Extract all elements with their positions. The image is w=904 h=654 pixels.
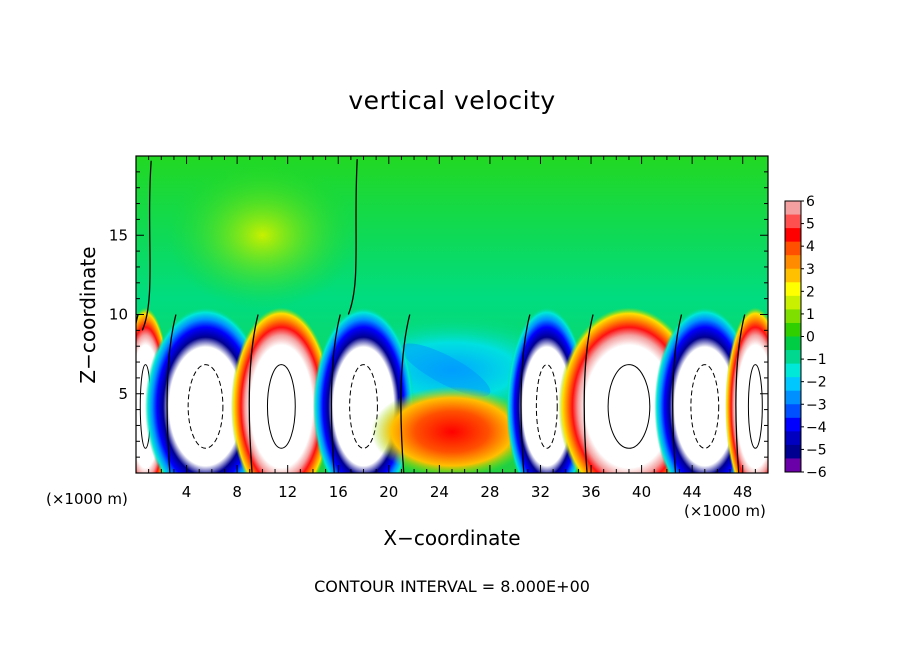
cell-contour-1 — [187, 364, 224, 449]
colorbar-tick-label: −2 — [806, 375, 827, 391]
colorbar-band — [785, 363, 801, 378]
zero-contour-8 — [735, 314, 746, 473]
zero-contour-6 — [583, 314, 594, 473]
x-tick-label: 36 — [581, 483, 600, 501]
colorbar-band — [785, 404, 801, 419]
colorbar-band — [785, 417, 801, 432]
colorbar-band — [785, 309, 801, 324]
zero-contour-upper-mid — [347, 159, 358, 315]
colorbar-tick-label: 6 — [806, 194, 815, 210]
cell-contour-5 — [535, 364, 558, 449]
cell-contour-6 — [607, 364, 651, 449]
colorbar-tick-label: −5 — [806, 442, 827, 458]
colorbar-tick-label: 5 — [806, 217, 815, 233]
zero-contour-7 — [671, 314, 683, 473]
colorbar-tick-label: 4 — [806, 239, 815, 255]
colorbar-band — [785, 268, 801, 283]
colorbar-tick-label: 1 — [806, 307, 815, 323]
colorbar-band — [785, 458, 801, 473]
zero-contour-upper-left — [141, 160, 152, 331]
x-tick-label: 12 — [278, 483, 297, 501]
zero-contour-5 — [520, 314, 531, 473]
cell-2 — [230, 307, 332, 473]
x-tick-label: 16 — [329, 483, 348, 501]
y-axis-label: Z−coordinate — [76, 246, 100, 384]
colorbar-tick-label: −1 — [806, 352, 827, 368]
x-unit-left: (×1000 m) — [46, 490, 128, 508]
colorbar-band — [785, 214, 801, 229]
colorbar-band — [785, 336, 801, 351]
colorbar-band — [785, 255, 801, 270]
cell-8 — [725, 307, 768, 473]
y-tick-label: 15 — [109, 226, 128, 244]
zero-contour-3 — [330, 314, 341, 473]
x-tick-label: 40 — [632, 483, 651, 501]
x-axis-label: X−coordinate — [383, 526, 521, 550]
contour-interval-note: CONTOUR INTERVAL = 8.000E+00 — [314, 577, 590, 596]
colorbar-band — [785, 431, 801, 446]
x-tick-label: 4 — [182, 483, 192, 501]
colorbar-band — [785, 241, 801, 256]
cell-contour-3 — [349, 364, 378, 449]
x-tick-label: 44 — [683, 483, 702, 501]
colorbar-tick-label: −4 — [806, 420, 827, 436]
chart-title: vertical velocity — [348, 86, 556, 115]
y-tick-label: 5 — [118, 385, 128, 403]
cell-4 — [371, 386, 533, 473]
x-tick-label: 28 — [480, 483, 499, 501]
field-weak-updraft — [167, 160, 358, 311]
zero-contour-1 — [166, 314, 177, 473]
y-tick-label: 10 — [109, 306, 128, 324]
x-tick-label: 20 — [379, 483, 398, 501]
colorbar-band — [785, 228, 801, 243]
colorbar-band — [785, 295, 801, 310]
x-unit-right: (×1000 m) — [684, 502, 766, 520]
x-tick-label: 32 — [531, 483, 550, 501]
x-tick-label: 48 — [733, 483, 752, 501]
colorbar-band — [785, 201, 801, 216]
cell-contour-2 — [266, 364, 296, 449]
colorbar-tick-label: 2 — [806, 284, 815, 300]
colorbar-tick-label: 3 — [806, 262, 815, 278]
x-tick-label: 24 — [430, 483, 449, 501]
colorbar-band — [785, 444, 801, 459]
colorbar-band — [785, 350, 801, 365]
colorbar-tick-label: −3 — [806, 397, 827, 413]
cell-contour-7 — [690, 364, 720, 449]
zero-contour-2 — [248, 314, 259, 473]
x-tick-label: 8 — [232, 483, 242, 501]
colorbar-band — [785, 377, 801, 392]
colorbar-tick-label: 0 — [806, 330, 815, 346]
cell-contour-8 — [747, 364, 763, 449]
colorbar-band — [785, 322, 801, 337]
colorbar-band — [785, 282, 801, 297]
field-downdraft-band — [401, 343, 491, 397]
colorbar-band — [785, 390, 801, 405]
colorbar-tick-label: −6 — [806, 465, 827, 481]
zero-contour-4 — [400, 314, 411, 473]
